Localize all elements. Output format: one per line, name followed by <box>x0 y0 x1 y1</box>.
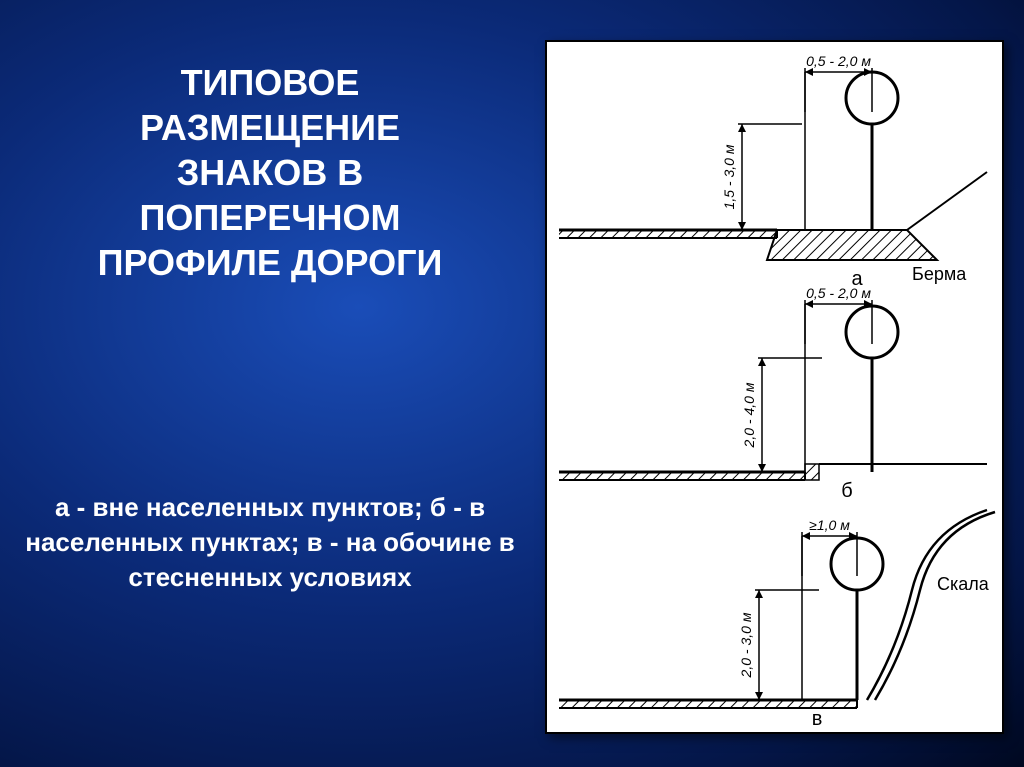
title-line: РАЗМЕЩЕНИЕ <box>140 107 400 148</box>
svg-text:2,0 - 4,0 м: 2,0 - 4,0 м <box>741 382 757 448</box>
svg-text:2,0 - 3,0 м: 2,0 - 3,0 м <box>738 612 754 678</box>
title-line: ТИПОВОЕ <box>181 62 360 103</box>
title-line: ПРОФИЛЕ ДОРОГИ <box>98 242 443 283</box>
svg-text:Берма: Берма <box>912 264 967 284</box>
svg-text:б: б <box>841 480 852 502</box>
slide-title: ТИПОВОЕ РАЗМЕЩЕНИЕ ЗНАКОВ В ПОПЕРЕЧНОМ П… <box>25 60 515 285</box>
legend-block: а - вне населенных пунктов; б - в населе… <box>25 490 515 595</box>
svg-text:≥1,0 м: ≥1,0 м <box>809 517 850 533</box>
title-block: ТИПОВОЕ РАЗМЕЩЕНИЕ ЗНАКОВ В ПОПЕРЕЧНОМ П… <box>25 60 515 285</box>
title-line: ЗНАКОВ В <box>177 152 364 193</box>
svg-text:в: в <box>812 708 823 730</box>
svg-text:0,5 - 2,0 м: 0,5 - 2,0 м <box>806 285 871 301</box>
title-line: ПОПЕРЕЧНОМ <box>139 197 400 238</box>
legend-text: а - вне населенных пунктов; б - в населе… <box>25 492 515 592</box>
svg-text:0,5 - 2,0 м: 0,5 - 2,0 м <box>806 53 871 69</box>
diagram-panel: 0,5 - 2,0 м1,5 - 3,0 мБермаа0,5 - 2,0 м2… <box>545 40 1004 734</box>
svg-text:Скала: Скала <box>937 574 990 594</box>
svg-text:1,5 - 3,0 м: 1,5 - 3,0 м <box>721 144 737 209</box>
diagram-svg: 0,5 - 2,0 м1,5 - 3,0 мБермаа0,5 - 2,0 м2… <box>547 42 1002 732</box>
